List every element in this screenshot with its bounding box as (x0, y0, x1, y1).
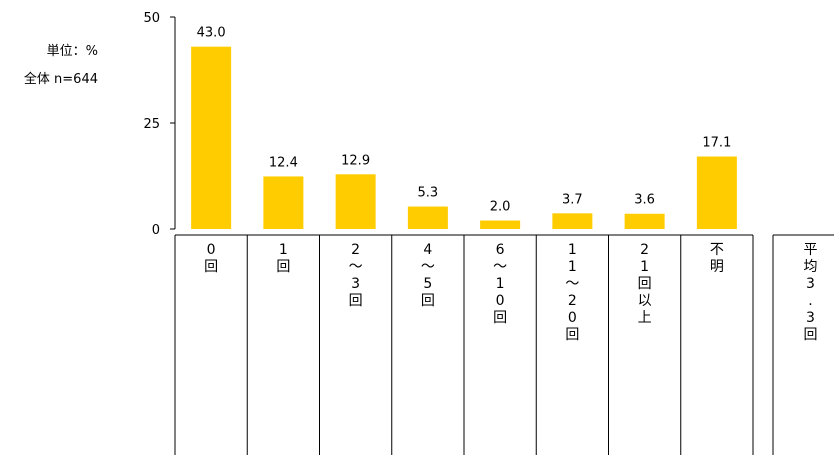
bar-value-label: 12.9 (341, 153, 370, 168)
bar (263, 176, 304, 229)
bar-value-label: 2.0 (490, 200, 511, 215)
bar (696, 156, 737, 229)
y-tick-label: 0 (152, 223, 160, 238)
y-tick-label: 50 (143, 11, 160, 26)
category-label: 不明 (709, 242, 724, 275)
bar-value-label: 43.0 (197, 26, 226, 41)
sample-size-label: 全体 n=644 (23, 72, 98, 87)
bar (191, 46, 232, 230)
category-label: 6 ～ 1 0 回 (493, 242, 508, 326)
bar-value-label: 17.1 (702, 135, 731, 150)
bar-value-label: 3.7 (562, 192, 583, 207)
bar (335, 174, 376, 229)
bar-value-label: 3.6 (634, 193, 655, 208)
bar (624, 213, 665, 229)
unit-label: 単位：% (46, 44, 98, 59)
category-label: 4 ～ 5 回 (420, 242, 435, 309)
bar-value-label: 12.4 (269, 155, 298, 170)
bar (480, 220, 521, 229)
bar-value-label: 5.3 (418, 186, 439, 201)
category-label: 1 1 ～ 2 0 回 (565, 242, 580, 343)
bar (407, 206, 448, 229)
y-tick-label: 25 (143, 117, 160, 132)
bar (552, 213, 593, 229)
category-label: 2 ～ 3 回 (348, 242, 363, 309)
